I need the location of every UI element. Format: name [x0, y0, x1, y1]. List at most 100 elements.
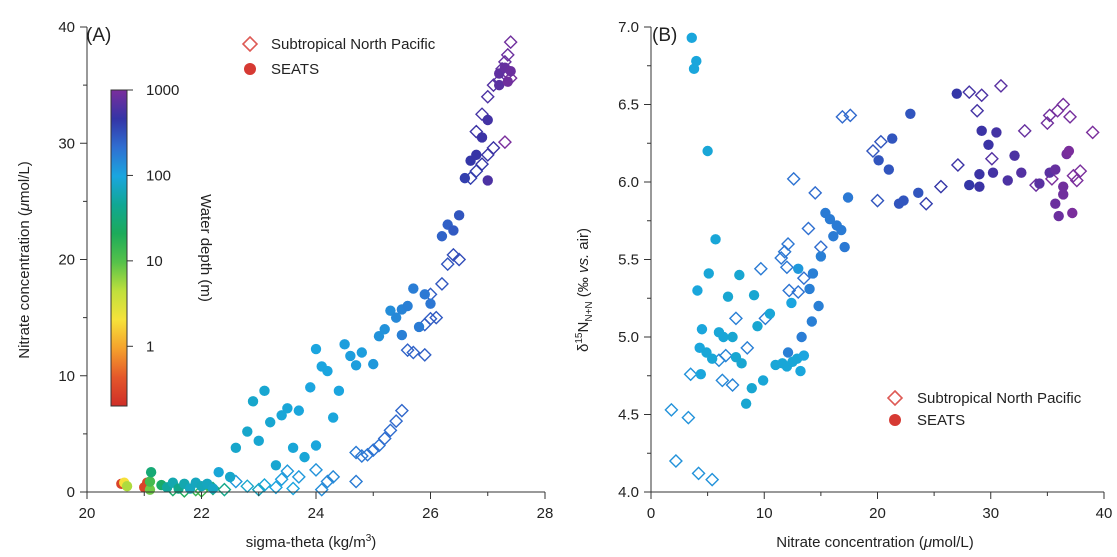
seats-point	[482, 114, 493, 126]
legend-circle-marker	[889, 414, 901, 426]
seats-point	[494, 79, 505, 91]
panel-b-y-tick-label: 6.0	[618, 174, 639, 191]
seats-point	[710, 234, 721, 245]
subtropical-point	[394, 403, 409, 418]
subtropical-point	[791, 285, 806, 300]
subtropical-point	[406, 345, 421, 360]
subtropical-point	[779, 260, 794, 275]
seats-point	[987, 167, 999, 178]
seats-point	[293, 405, 305, 416]
seats-point	[144, 476, 156, 487]
seats-point	[482, 175, 493, 186]
seats-point	[734, 269, 745, 281]
seats-point	[305, 382, 316, 393]
seats-point	[806, 316, 818, 327]
seats-point	[793, 263, 804, 274]
subtropical-point	[434, 276, 449, 291]
subtropical-point	[217, 482, 232, 497]
subtropical-point	[950, 157, 965, 172]
panel-b-y-tick-label: 6.5	[618, 97, 639, 114]
seats-point	[247, 396, 259, 407]
subtropical-point	[808, 185, 823, 200]
subtropical-point	[705, 472, 720, 487]
panel-b: 0 10 20 30 40 4.0 4.5 5.0 5.5 6.0 6.5 7.0 (B) Subtr…	[574, 19, 1112, 551]
seats-point	[727, 331, 738, 343]
seats-point	[703, 268, 714, 279]
seats-point	[828, 231, 839, 242]
seats-point	[207, 483, 219, 494]
seats-point	[1050, 164, 1061, 175]
seats-point	[905, 108, 916, 120]
seats-point	[1058, 181, 1069, 192]
legend-diamond-marker	[886, 389, 904, 407]
panel-a-y-axis-title: Nitrate concentration (μmol/L)	[16, 161, 33, 358]
subtropical-point	[360, 447, 375, 462]
panel-a: 20 22 24 26 28 0 10 20 30 40 (A) Subtropical Nort…	[16, 19, 553, 551]
subtropical-point	[865, 144, 880, 158]
seats-point	[310, 440, 322, 451]
legend-diamond-marker	[241, 35, 259, 53]
subtropical-point	[349, 474, 364, 489]
seats-point	[695, 369, 707, 380]
seats-point	[836, 224, 847, 236]
subtropical-point	[497, 135, 512, 150]
seats-point	[476, 132, 488, 143]
seats-point	[287, 442, 299, 454]
seats-point	[686, 32, 697, 44]
panel-b-y-tick-label: 4.0	[618, 484, 639, 501]
seats-point	[121, 480, 133, 492]
seats-point	[396, 329, 408, 341]
subtropical-point	[389, 414, 404, 429]
seats-point	[502, 76, 513, 87]
panel-b-x-axis-title: Nitrate concentration (μmol/L)	[776, 534, 973, 551]
seats-point	[373, 331, 385, 342]
seats-point	[913, 187, 924, 199]
panel-b-x-tick-label: 30	[982, 505, 999, 522]
seats-point	[782, 347, 794, 358]
seats-point	[327, 412, 339, 423]
subtropical-point	[274, 472, 289, 487]
subtropical-point	[919, 196, 934, 211]
subtropical-point	[354, 448, 369, 463]
subtropical-point	[268, 480, 283, 495]
subtropical-point	[429, 310, 444, 325]
subtropical-point	[873, 134, 888, 149]
seats-point	[974, 181, 985, 192]
seats-point	[702, 145, 713, 157]
seats-point	[887, 133, 898, 144]
subtropical-point	[715, 373, 730, 388]
panel-b-legend: Subtropical North Pacific SEATS	[886, 389, 1082, 429]
panel-b-x-tick-label: 20	[869, 505, 886, 522]
subtropical-point	[683, 367, 698, 382]
subtropical-point	[440, 257, 455, 272]
subtropical-point	[240, 479, 255, 494]
subtropical-point	[796, 271, 811, 286]
seats-point	[795, 365, 806, 377]
subtropical-point	[974, 88, 989, 103]
seats-point	[242, 426, 253, 437]
panel-b-label: (B)	[652, 25, 677, 46]
seats-point	[951, 88, 962, 99]
seats-point	[310, 343, 322, 355]
panel-a-y-tick-label: 30	[58, 135, 75, 152]
seats-point	[299, 451, 310, 463]
seats-point	[333, 385, 345, 397]
panel-a-y-tick-label: 40	[58, 19, 75, 36]
legend-label-seats: SEATS	[271, 61, 319, 78]
seats-point	[253, 435, 264, 447]
panel-a-axes: 20 22 24 26 28 0 10 20 30 40	[58, 19, 553, 522]
subtropical-point	[469, 164, 484, 179]
subtropical-point	[1040, 116, 1055, 131]
subtropical-point	[740, 340, 755, 355]
seats-point	[379, 324, 390, 335]
seats-point	[230, 442, 242, 454]
seats-point	[842, 192, 854, 203]
seats-point	[718, 331, 729, 343]
seats-point	[213, 467, 224, 478]
seats-point	[746, 382, 757, 394]
panel-a-x-tick-label: 26	[422, 505, 439, 522]
subtropical-point	[725, 378, 740, 393]
subtropical-point	[870, 193, 885, 208]
